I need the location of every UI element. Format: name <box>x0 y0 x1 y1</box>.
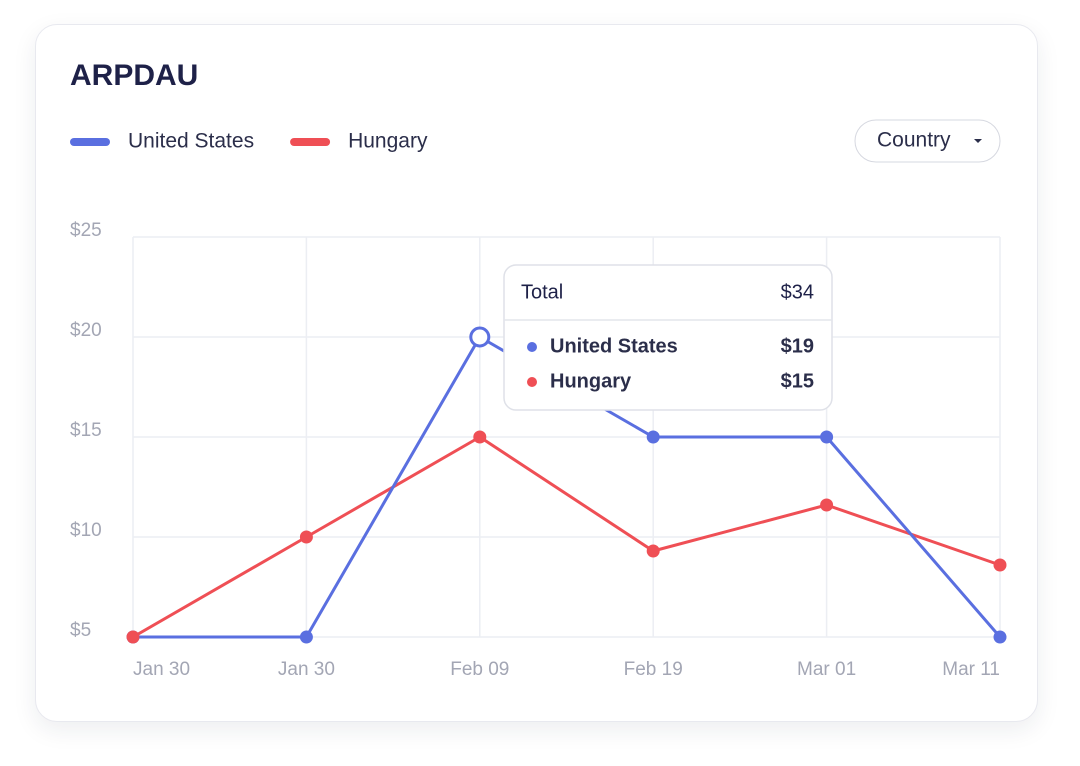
tooltip <box>503 264 833 411</box>
dropdown-caret[interactable] <box>974 139 982 143</box>
y-tick-label: $25 <box>70 220 102 241</box>
tooltip-dot <box>527 377 537 387</box>
x-tick-label: Jan 30 <box>133 659 190 680</box>
point <box>646 544 660 558</box>
point <box>299 630 313 644</box>
point <box>473 430 487 444</box>
tooltip-label: Hungary <box>550 370 632 392</box>
x-tick-label: Feb 19 <box>624 659 683 680</box>
dropdown-label[interactable]: Country <box>877 129 951 152</box>
y-tick-label: $15 <box>70 420 102 441</box>
dropdown[interactable] <box>854 119 1001 163</box>
point <box>993 630 1007 644</box>
tooltip-dot <box>527 342 537 352</box>
point <box>820 430 834 444</box>
point <box>820 498 834 512</box>
point <box>646 430 660 444</box>
series-line <box>132 435 1001 639</box>
tooltip-label: United States <box>550 335 678 357</box>
tooltip-total: $34 <box>781 281 814 303</box>
point <box>993 558 1007 572</box>
x-tick-label: Mar 01 <box>797 659 856 680</box>
x-tick-label: Mar 11 <box>942 659 1000 680</box>
chart-title: ARPDAU <box>70 59 198 92</box>
point <box>299 530 313 544</box>
y-tick-label: $10 <box>70 520 102 541</box>
tooltip-value: $15 <box>781 370 814 392</box>
legend-label: United States <box>128 130 254 153</box>
x-tick-label: Jan 30 <box>278 659 335 680</box>
highlight-point <box>469 326 491 348</box>
tooltip-value: $19 <box>781 335 814 357</box>
point <box>126 630 140 644</box>
tooltip-title: Total <box>521 281 563 303</box>
y-tick-label: $20 <box>70 320 102 341</box>
y-tick-label: $5 <box>70 620 91 641</box>
legend-label: Hungary <box>348 130 428 153</box>
x-tick-label: Feb 09 <box>450 659 509 680</box>
